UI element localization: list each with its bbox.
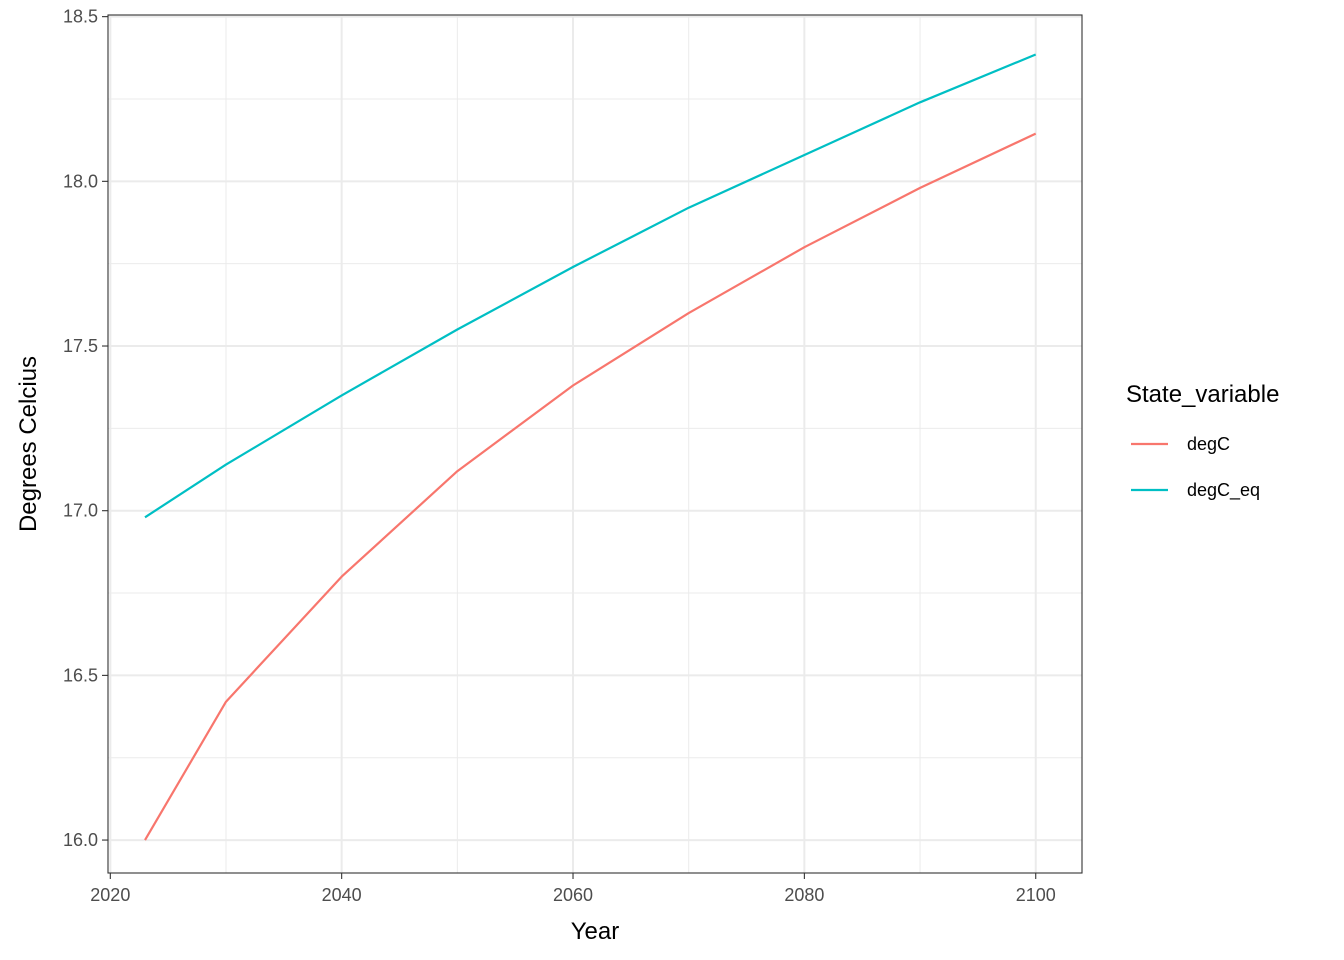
- y-tick-label: 18.0: [63, 171, 98, 191]
- minor-gridlines: [108, 15, 1082, 873]
- x-tick-label: 2080: [784, 885, 824, 905]
- series-lines: [144, 53, 1037, 841]
- legend: State_variable degC degC_eq: [1126, 381, 1279, 501]
- x-tick-label: 2040: [322, 885, 362, 905]
- legend-label-degc: degC: [1187, 434, 1230, 454]
- plot-background: [108, 15, 1082, 873]
- y-axis: 16.0 16.5 17.0 17.5 18.0 18.5: [63, 7, 108, 850]
- y-tick-label: 18.5: [63, 7, 98, 27]
- legend-label-degc-eq: degC_eq: [1187, 480, 1260, 501]
- plot-panel-border: [107, 14, 1083, 874]
- x-tick-label: 2060: [553, 885, 593, 905]
- legend-items: degC degC_eq: [1131, 434, 1260, 501]
- series-line-degc: [144, 132, 1037, 841]
- y-tick-label: 17.0: [63, 501, 98, 521]
- legend-title: State_variable: [1126, 381, 1279, 408]
- y-tick-label: 16.5: [63, 665, 98, 685]
- major-gridlines: [108, 15, 1082, 873]
- x-tick-label: 2020: [90, 885, 130, 905]
- x-axis-title: Year: [571, 918, 620, 945]
- y-tick-label: 17.5: [63, 336, 98, 356]
- x-tick-label: 2100: [1016, 885, 1056, 905]
- y-tick-label: 16.0: [63, 830, 98, 850]
- y-axis-title: Degrees Celcius: [15, 356, 42, 532]
- x-axis: 2020 2040 2060 2080 2100: [90, 873, 1056, 905]
- series-line-degc-eq: [144, 53, 1037, 519]
